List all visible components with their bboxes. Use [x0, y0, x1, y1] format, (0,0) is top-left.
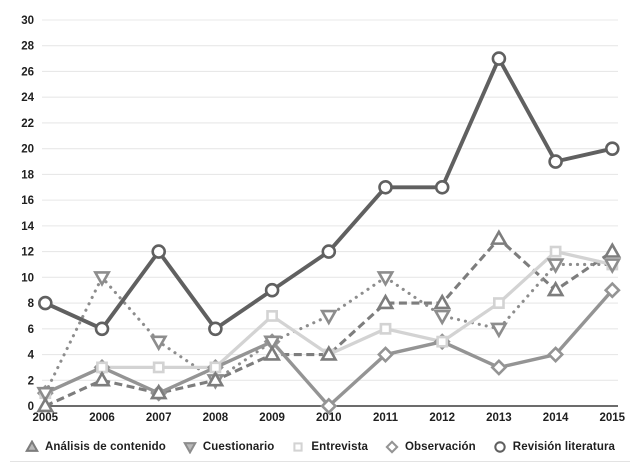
diamond-marker [490, 358, 508, 376]
circle-marker [208, 321, 223, 337]
y-tick-label: 14 [21, 221, 34, 233]
legend-label: Análisis de contenido [44, 441, 166, 453]
legend-label: Entrevista [311, 441, 369, 453]
triangle-up-marker [36, 396, 55, 413]
x-tick-label: 2015 [600, 412, 626, 424]
square-marker [549, 245, 562, 258]
legend-item-1: Análisis de contenido [24, 440, 166, 454]
triangle-down-marker [93, 271, 111, 287]
triangle-up-marker [433, 293, 452, 310]
triangle-down-marker [489, 322, 508, 339]
diamond-marker [377, 346, 394, 363]
square-marker [96, 361, 108, 374]
triangle-up-marker [376, 293, 395, 310]
circle-marker [264, 282, 280, 298]
circle-icon [494, 441, 506, 453]
legend-item-4: Observación [385, 440, 476, 454]
square-icon [293, 442, 304, 452]
triangle-down-marker [263, 335, 282, 352]
triangle-down-marker [546, 258, 565, 274]
x-tick-label: 2014 [543, 412, 569, 424]
series-line-5 [44, 56, 613, 331]
x-tick-label: 2013 [486, 412, 512, 424]
triangle-up-marker [489, 229, 508, 245]
legend-label: Revisión literatura [512, 441, 616, 453]
circle-marker [548, 154, 563, 169]
triangle-up-marker [546, 280, 565, 297]
x-tick-label: 2006 [89, 412, 115, 424]
y-tick-label: 18 [21, 169, 34, 181]
legend-item-3: Entrevista [291, 440, 368, 454]
square-marker [492, 297, 505, 309]
y-tick-label: 12 [21, 247, 34, 259]
y-tick-label: 8 [28, 298, 35, 310]
y-tick-label: 16 [21, 195, 34, 207]
y-tick-label: 0 [28, 401, 34, 413]
legend-item-5: Revisión literatura [493, 440, 615, 454]
y-tick-label: 22 [21, 118, 34, 130]
x-tick-label: 2012 [429, 412, 455, 424]
triangle-down-icon [182, 442, 197, 454]
y-tick-label: 2 [28, 375, 34, 387]
triangle-up-marker [93, 370, 111, 387]
x-tick-label: 2008 [203, 412, 229, 424]
y-tick-label: 28 [21, 41, 34, 53]
series-line-1 [44, 237, 614, 408]
diamond-marker [320, 397, 338, 415]
triangle-down-marker [376, 271, 395, 287]
x-tick-label: 2009 [259, 412, 285, 424]
series-line-2 [43, 262, 614, 395]
y-tick-label: 30 [21, 15, 34, 27]
triangle-down-marker [149, 335, 168, 352]
circle-marker [151, 244, 166, 259]
y-tick-label: 26 [21, 66, 34, 78]
diamond-marker [603, 281, 621, 299]
circle-marker [94, 321, 110, 337]
x-tick-label: 2010 [316, 412, 342, 424]
triangle-up-icon [24, 440, 39, 452]
legend-label: Cuestionario [202, 441, 275, 453]
square-marker [152, 361, 165, 374]
circle-marker [604, 141, 620, 156]
square-marker [436, 335, 449, 348]
square-marker [379, 322, 392, 335]
square-marker [209, 361, 222, 374]
triangle-up-marker [319, 345, 338, 361]
square-marker [266, 310, 278, 322]
triangle-up-marker [603, 242, 622, 258]
triangle-up-marker [149, 383, 168, 400]
chart-legend: Análisis de contenido Cuestionario Entrevi… [0, 436, 640, 458]
bottom-separator-line [10, 461, 630, 462]
triangle-down-marker [603, 258, 622, 274]
y-tick-label: 24 [21, 92, 34, 104]
diamond-icon [385, 440, 399, 454]
y-tick-label: 6 [28, 324, 34, 336]
triangle-down-marker [36, 386, 55, 403]
triangle-up-marker [206, 370, 225, 387]
y-tick-label: 4 [28, 350, 35, 362]
legend-item-2: Cuestionario [182, 440, 275, 454]
circle-marker [491, 51, 507, 66]
circle-marker [378, 179, 393, 195]
triangle-down-marker [433, 309, 452, 326]
circle-marker [321, 244, 337, 259]
x-tick-label: 2005 [33, 412, 59, 424]
triangle-up-marker [263, 345, 282, 361]
triangle-down-marker [319, 309, 338, 326]
legend-label: Observación [405, 441, 476, 453]
circle-marker [37, 295, 53, 311]
y-tick-label: 10 [21, 272, 34, 284]
diamond-marker [547, 346, 565, 363]
circle-marker [434, 179, 450, 195]
y-tick-label: 20 [21, 144, 34, 156]
x-tick-label: 2011 [373, 412, 399, 424]
x-tick-label: 2007 [146, 412, 172, 424]
